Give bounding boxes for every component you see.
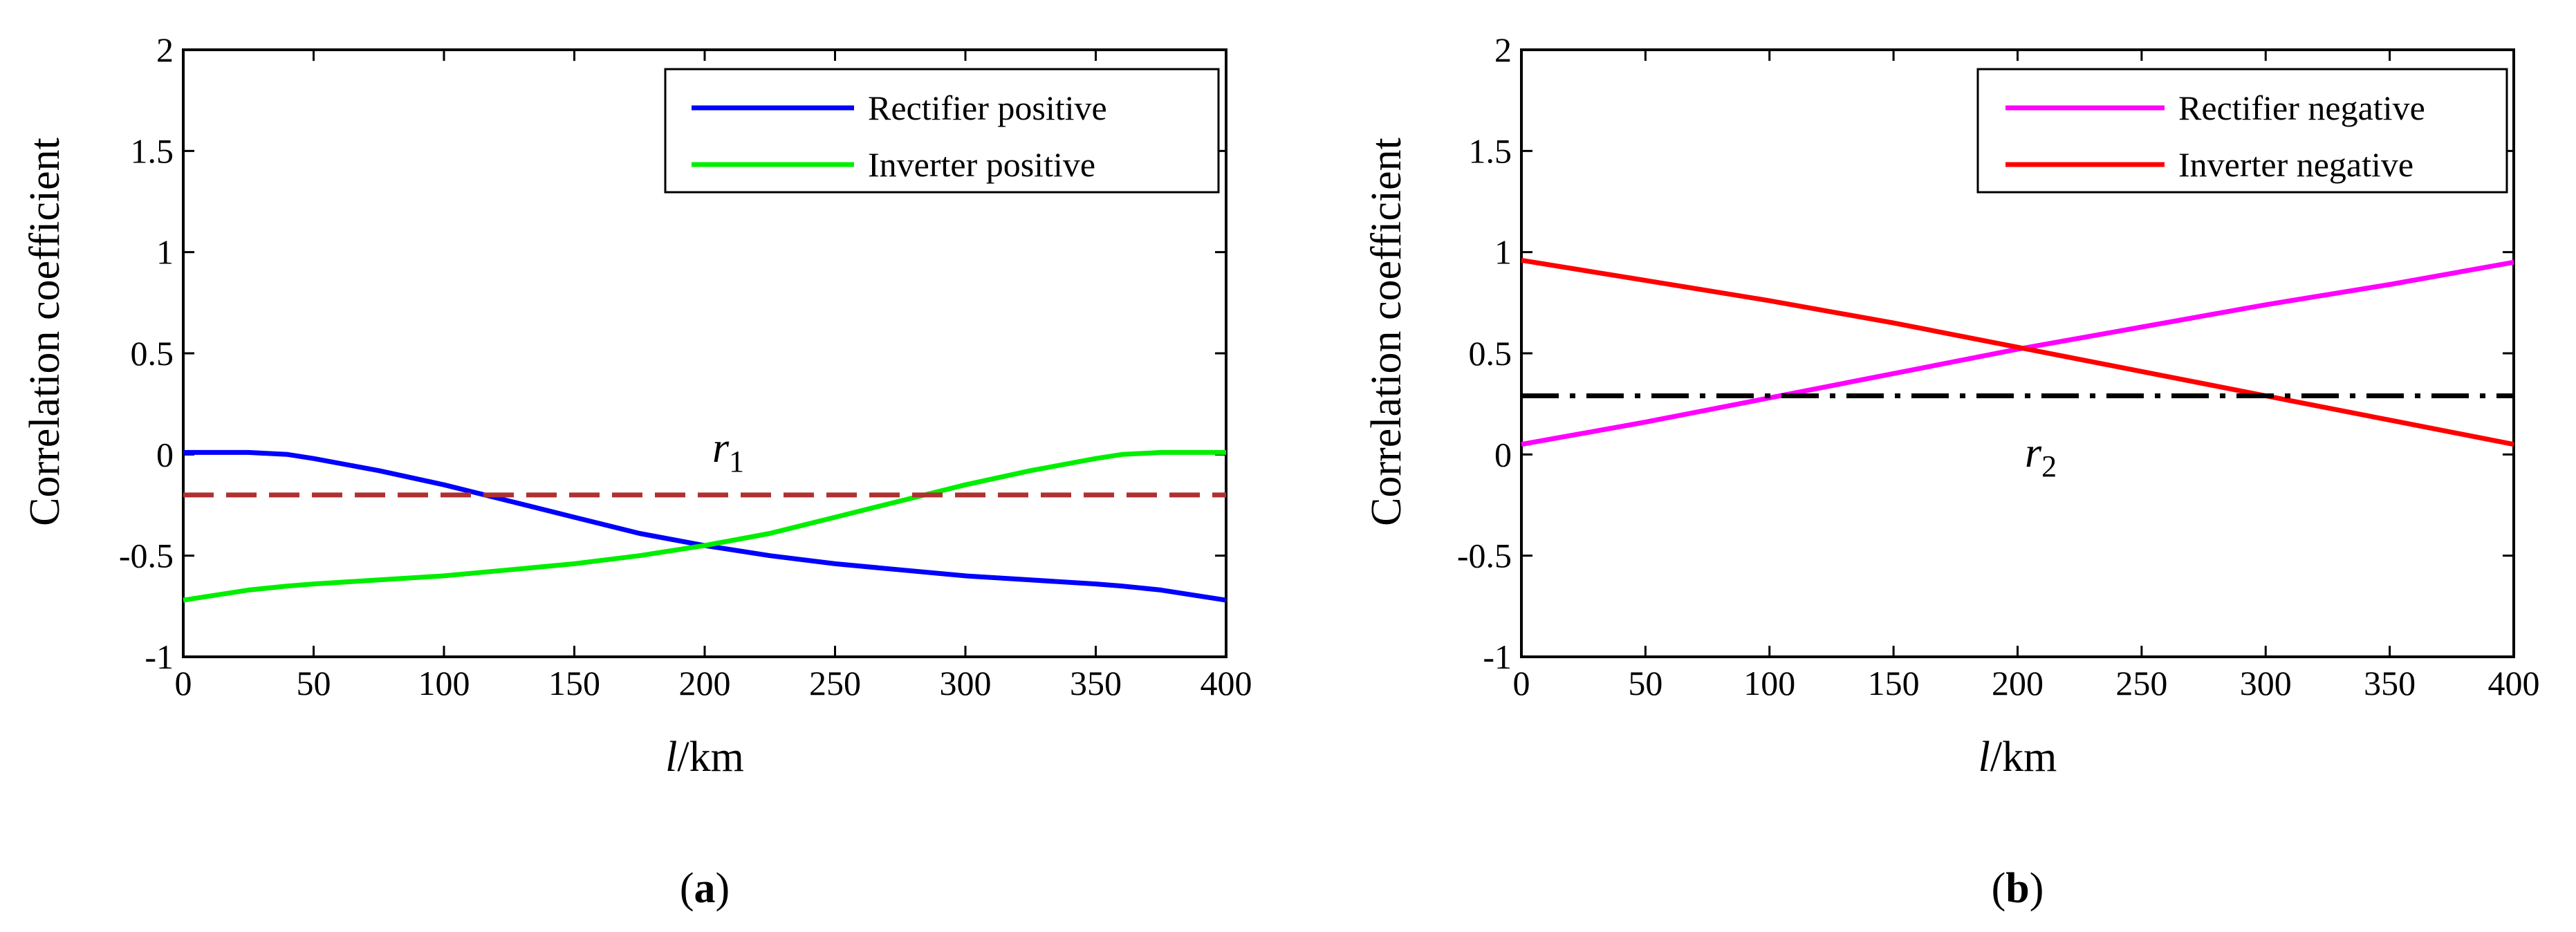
y-axis-title: Correlation coefficient (21, 138, 68, 526)
x-tick-label: 400 (2488, 664, 2540, 702)
legend-box (664, 68, 1220, 194)
legend: Rectifier positive Inverter positive (664, 68, 1220, 194)
panel-label-close: ) (2030, 865, 2044, 912)
y-tick-label: 2 (156, 30, 174, 69)
x-tick-label: 150 (1868, 664, 1920, 702)
y-tick-label: -1 (145, 637, 174, 676)
threshold-symbol: r (712, 425, 730, 472)
x-tick-label: 250 (2115, 664, 2167, 702)
y-tick-label: -0.5 (1457, 537, 1512, 575)
y-axis-title-text: Correlation coefficient (1363, 138, 1410, 526)
series-line-inverter-negative (1521, 257, 2514, 447)
y-tick-label: -0.5 (119, 537, 174, 575)
panel-a: Correlation coefficient -1 -0.5 0 0.5 1 1.5 2 … (21, 30, 1252, 912)
x-tick-label: 150 (548, 664, 600, 702)
legend: Rectifier negative Inverter negative (1976, 68, 2508, 194)
threshold-label-r2: r2 (2025, 429, 2057, 483)
x-tick-label: 100 (1743, 664, 1795, 702)
x-tick-label: 0 (175, 664, 192, 702)
x-axis-title-rest: /km (1990, 734, 2057, 781)
y-ticks: -1 -0.5 0 0.5 1 1.5 2 (1457, 30, 2514, 676)
legend-entry-label: Rectifier negative (2178, 88, 2425, 127)
x-tick-label: 200 (1992, 664, 2044, 702)
x-axis-title-italic: l (1979, 734, 1990, 781)
panel-label: (b) (1992, 865, 2044, 912)
x-tick-label: 100 (418, 664, 470, 702)
legend-entry-label: Rectifier positive (868, 88, 1107, 127)
plot-area: -1 -0.5 0 0.5 1 1.5 2 0 50 100 150 200 250 300 350 400… (119, 30, 1252, 702)
x-tick-label: 350 (2364, 664, 2416, 702)
threshold-group: r2 (1521, 393, 2514, 483)
panel-label: (a) (680, 865, 730, 912)
series-lines (1521, 257, 2514, 447)
threshold-subscript: 1 (729, 445, 744, 478)
series-line-inverter-positive (183, 449, 1226, 603)
y-tick-label: 1.5 (1469, 131, 1512, 170)
x-axis-title-rest: /km (677, 734, 743, 781)
threshold-symbol: r (2025, 429, 2042, 476)
threshold-group: r1 (183, 425, 1226, 498)
y-tick-label: 0.5 (1469, 334, 1512, 373)
y-tick-label: 1.5 (131, 131, 174, 170)
panel-b: Correlation coefficient -1 -0.5 0 0.5 1 1.5 2 … (1363, 30, 2540, 912)
x-tick-label: 200 (679, 664, 731, 702)
x-tick-label: 50 (297, 664, 331, 702)
plot-area: -1 -0.5 0 0.5 1 1.5 2 0 50 100 150 200 250 300 350 400… (1457, 30, 2540, 702)
x-axis-title: l/km (665, 734, 744, 781)
x-axis-title-italic: l (665, 734, 677, 781)
y-tick-label: 1 (1494, 233, 1512, 272)
y-tick-label: 0 (156, 435, 174, 474)
y-axis-title: Correlation coefficient (1363, 138, 1410, 526)
panel-label-letter: b (2005, 865, 2029, 912)
panel-label-close: ) (716, 865, 730, 912)
legend-entry-label: Inverter positive (868, 145, 1095, 184)
series-line-rectifier-positive (183, 449, 1227, 603)
x-tick-label: 50 (1628, 664, 1662, 702)
y-tick-label: 1 (156, 233, 174, 272)
x-tick-label: 0 (1513, 664, 1530, 702)
panel-label-open: ( (1992, 865, 2006, 912)
legend-entry-label: Inverter negative (2178, 145, 2413, 184)
y-axis-title-text: Correlation coefficient (21, 138, 68, 526)
y-tick-label: 2 (1494, 30, 1512, 69)
x-tick-label: 250 (809, 664, 861, 702)
x-tick-label: 300 (940, 664, 992, 702)
panel-label-letter: a (694, 865, 716, 912)
threshold-subscript: 2 (2041, 449, 2057, 483)
y-tick-label: 0 (1494, 435, 1512, 474)
threshold-label-r1: r1 (712, 425, 744, 478)
series-lines (183, 449, 1227, 603)
legend-box (1976, 68, 2508, 194)
panel-label-open: ( (680, 865, 694, 912)
y-tick-label: -1 (1483, 637, 1512, 676)
y-ticks: -1 -0.5 0 0.5 1 1.5 2 (119, 30, 1226, 676)
x-ticks: 0 50 100 150 200 250 300 350 400 (175, 50, 1252, 702)
y-tick-label: 0.5 (131, 334, 174, 373)
x-tick-label: 350 (1070, 664, 1122, 702)
x-ticks: 0 50 100 150 200 250 300 350 400 (1513, 50, 2540, 702)
x-axis-title: l/km (1979, 734, 2057, 781)
x-tick-label: 400 (1201, 664, 1252, 702)
x-tick-label: 300 (2240, 664, 2292, 702)
